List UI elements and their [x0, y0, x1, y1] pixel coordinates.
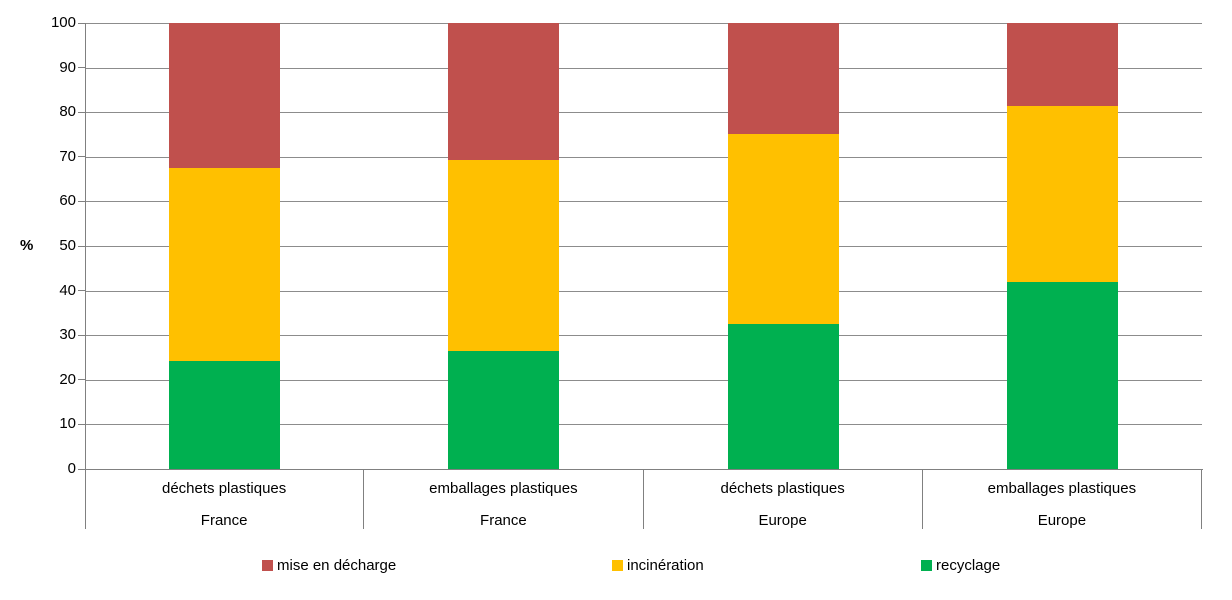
bar-segment-incinération — [169, 167, 281, 362]
y-tick-label-100: 100 — [50, 14, 76, 31]
category-label: emballages plastiques — [987, 480, 1137, 497]
gridline-10 — [85, 424, 1202, 426]
y-tick-70 — [78, 156, 85, 158]
bar-segment-mise-en-décharge — [727, 23, 839, 135]
gridline-100 — [85, 23, 1202, 24]
y-tick-label-90: 90 — [59, 58, 76, 76]
gridline-30 — [85, 335, 1202, 337]
y-tick-90 — [78, 67, 85, 69]
gridline-40 — [85, 290, 1202, 292]
x-axis-line — [85, 469, 1203, 470]
bar-group-1 — [169, 23, 281, 469]
bar-segment-recyclage — [1006, 281, 1118, 469]
legend-item-incinération: incinération — [612, 554, 704, 576]
gridline-50 — [85, 246, 1202, 247]
y-axis-title: % — [20, 237, 34, 254]
bar-segment-mise-en-décharge — [448, 23, 560, 160]
category-label: emballages plastiques — [429, 480, 578, 497]
bar-segment-mise-en-décharge — [1006, 23, 1118, 107]
category-region-label: France — [480, 512, 527, 529]
legend-swatch-icon — [262, 559, 273, 571]
y-tick-label-70: 70 — [59, 147, 76, 165]
bar-group-4 — [1006, 23, 1118, 469]
plot-area — [85, 23, 1202, 469]
bar-segment-recyclage — [169, 361, 281, 469]
y-tick-20 — [78, 379, 85, 381]
bar-group-3 — [727, 23, 839, 469]
category-cell-3: déchets plastiques Europe — [644, 469, 923, 529]
chart-legend: mise en décharge incinération recyclage — [0, 554, 1232, 576]
y-tick-10 — [78, 423, 85, 425]
y-tick-30 — [78, 334, 85, 336]
legend-label: mise en décharge — [277, 556, 397, 574]
gridline-80 — [85, 112, 1202, 114]
bar-segment-recyclage — [448, 350, 560, 469]
gridline-70 — [85, 156, 1202, 158]
y-tick-label-60: 60 — [59, 192, 76, 210]
category-label: déchets plastiques — [720, 480, 845, 497]
legend-item-mise-en-décharge: mise en décharge — [262, 554, 396, 576]
category-label: déchets plastiques — [162, 480, 287, 497]
bar-segment-incinération — [1006, 106, 1118, 282]
y-tick-0 — [78, 468, 85, 470]
category-region-label: France — [200, 512, 248, 529]
y-tick-label-10: 10 — [59, 415, 76, 433]
legend-swatch-icon — [921, 559, 932, 571]
legend-label: recyclage — [936, 556, 1001, 574]
y-tick-label-50: 50 — [59, 237, 76, 254]
y-tick-50 — [78, 245, 85, 247]
y-axis-line — [85, 23, 86, 529]
bar-segment-recyclage — [727, 324, 839, 469]
legend-swatch-icon — [612, 559, 623, 571]
y-tick-label-40: 40 — [59, 281, 76, 299]
gridline-90 — [85, 67, 1202, 69]
y-tick-60 — [78, 200, 85, 202]
legend-item-recyclage: recyclage — [921, 554, 1000, 576]
bar-group-2 — [448, 23, 560, 469]
category-region-label: Europe — [1037, 512, 1087, 529]
y-tick-label-0: 0 — [67, 460, 76, 477]
y-tick-label-80: 80 — [59, 103, 76, 121]
legend-label: incinération — [627, 556, 704, 574]
bar-segment-incinération — [448, 159, 560, 351]
category-cell-1: déchets plastiques France — [85, 469, 365, 529]
gridline-20 — [85, 379, 1202, 381]
y-tick-80 — [78, 111, 85, 113]
gridline-60 — [85, 201, 1202, 203]
category-region-label: Europe — [758, 512, 807, 529]
y-tick-label-30: 30 — [59, 326, 76, 344]
category-cell-4: emballages plastiques Europe — [923, 469, 1202, 529]
y-tick-label-20: 20 — [59, 370, 76, 388]
bar-segment-mise-en-décharge — [169, 23, 281, 168]
y-tick-40 — [78, 290, 85, 292]
bar-segment-incinération — [727, 134, 839, 325]
category-cell-2: emballages plastiques France — [364, 469, 644, 529]
y-tick-100 — [78, 22, 85, 24]
